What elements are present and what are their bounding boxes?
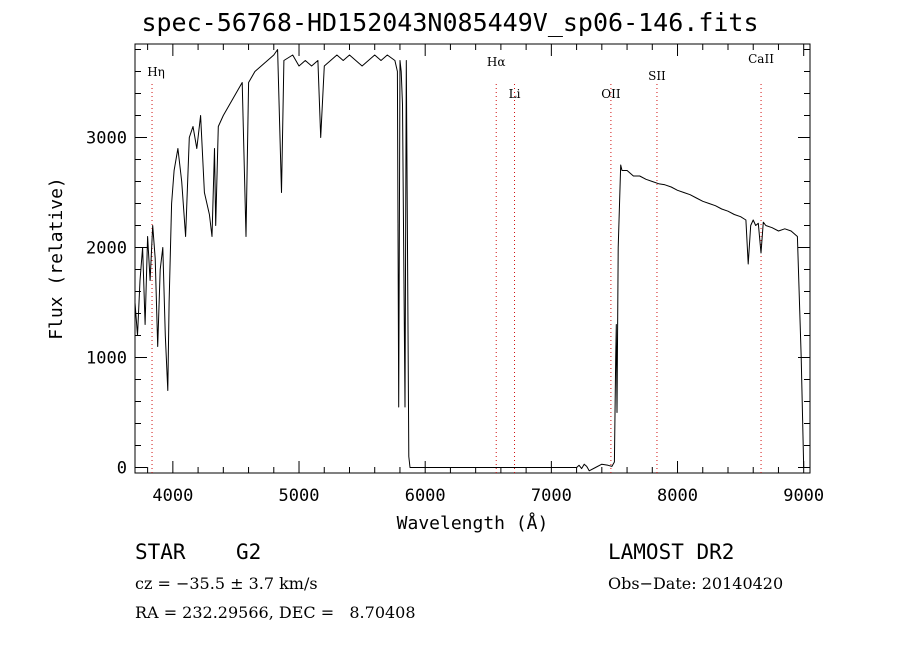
x-tick-label: 5000	[279, 486, 320, 506]
object-class-label: STAR	[135, 540, 186, 564]
ra-dec-label: RA = 232.29566, DEC = 8.70408	[135, 603, 416, 622]
spectral-line-label: Hη	[147, 65, 165, 79]
survey-label: LAMOST DR2	[608, 540, 735, 564]
plot-frame	[134, 43, 811, 474]
y-tick-label: 1000	[86, 349, 127, 369]
spectral-line-label: CaII	[748, 52, 774, 66]
spectral-line-label: Hα	[487, 55, 506, 69]
x-axis-label: Wavelength (Å)	[397, 512, 549, 534]
y-axis-label: Flux (relative)	[46, 177, 67, 340]
x-tick-label: 7000	[531, 486, 572, 506]
x-tick-label: 9000	[783, 486, 824, 506]
obs-date-label: Obs−Date: 20140420	[608, 574, 784, 593]
y-tick-label: 2000	[86, 239, 127, 259]
x-tick-label: 6000	[405, 486, 446, 506]
subclass-label: G2	[236, 540, 262, 564]
spectral-line-markers: Hη Hα Li OII SII CaII	[147, 52, 774, 473]
spectrum-series	[134, 49, 805, 472]
spectral-line-label: SII	[648, 69, 666, 83]
redshift-label: cz = −35.5 ± 3.7 km/s	[135, 574, 318, 593]
plot-axes: 4000 5000 6000 7000 8000 9000 0 1000 2000 3000 Wav…	[46, 43, 824, 534]
chart-title: spec-56768-HD152043N085449V_sp06-146.fit…	[141, 8, 759, 37]
spectral-line-label: Li	[509, 87, 521, 101]
x-tick-label: 4000	[152, 486, 193, 506]
y-tick-label: 0	[117, 459, 127, 479]
y-tick-label: 3000	[86, 129, 127, 149]
spectrum-line	[134, 49, 805, 472]
spectral-line-label: OII	[601, 87, 621, 101]
x-tick-label: 8000	[657, 486, 698, 506]
